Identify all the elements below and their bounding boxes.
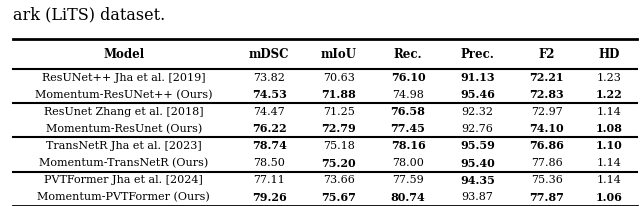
Text: 77.86: 77.86 bbox=[531, 158, 563, 168]
Text: mDSC: mDSC bbox=[249, 48, 289, 61]
Text: 72.79: 72.79 bbox=[321, 123, 356, 134]
Text: Prec.: Prec. bbox=[460, 48, 494, 61]
Text: 91.13: 91.13 bbox=[460, 72, 495, 83]
Text: 80.74: 80.74 bbox=[390, 192, 426, 203]
Text: Momentum-PVTFormer (Ours): Momentum-PVTFormer (Ours) bbox=[37, 192, 210, 202]
Text: F2: F2 bbox=[538, 48, 555, 61]
Text: 1.14: 1.14 bbox=[596, 175, 621, 185]
Text: HD: HD bbox=[598, 48, 620, 61]
Text: Momentum-TransNetR (Ours): Momentum-TransNetR (Ours) bbox=[39, 158, 209, 168]
Text: 1.22: 1.22 bbox=[596, 89, 623, 100]
Text: 75.18: 75.18 bbox=[323, 141, 355, 151]
Text: 76.22: 76.22 bbox=[252, 123, 287, 134]
Text: 78.74: 78.74 bbox=[252, 140, 287, 151]
Text: 70.63: 70.63 bbox=[323, 73, 355, 83]
Text: 73.66: 73.66 bbox=[323, 175, 355, 185]
Text: 73.82: 73.82 bbox=[253, 73, 285, 83]
Text: ResUNet++ Jha et al. [2019]: ResUNet++ Jha et al. [2019] bbox=[42, 73, 205, 83]
Text: ark (LiTS) dataset.: ark (LiTS) dataset. bbox=[13, 6, 165, 23]
Text: 95.59: 95.59 bbox=[460, 140, 495, 151]
Text: TransNetR Jha et al. [2023]: TransNetR Jha et al. [2023] bbox=[46, 141, 202, 151]
Text: PVTFormer Jha et al. [2024]: PVTFormer Jha et al. [2024] bbox=[44, 175, 203, 185]
Text: 75.67: 75.67 bbox=[321, 192, 356, 203]
Text: Momentum-ResUNet++ (Ours): Momentum-ResUNet++ (Ours) bbox=[35, 89, 212, 100]
Text: 94.35: 94.35 bbox=[460, 175, 495, 186]
Text: 95.40: 95.40 bbox=[460, 158, 495, 169]
Text: 79.26: 79.26 bbox=[252, 192, 287, 203]
Text: 72.21: 72.21 bbox=[529, 72, 564, 83]
Text: 1.10: 1.10 bbox=[596, 140, 623, 151]
Text: mIoU: mIoU bbox=[321, 48, 356, 61]
Text: 76.10: 76.10 bbox=[390, 72, 426, 83]
Text: 1.23: 1.23 bbox=[596, 73, 621, 83]
Text: 72.83: 72.83 bbox=[529, 89, 564, 100]
Text: 74.47: 74.47 bbox=[253, 107, 285, 117]
Text: 74.98: 74.98 bbox=[392, 90, 424, 100]
Text: 75.20: 75.20 bbox=[321, 158, 356, 169]
Text: 76.58: 76.58 bbox=[390, 106, 426, 117]
Text: 77.11: 77.11 bbox=[253, 175, 285, 185]
Text: 74.10: 74.10 bbox=[529, 123, 564, 134]
Text: 78.50: 78.50 bbox=[253, 158, 285, 168]
Text: 1.14: 1.14 bbox=[596, 107, 621, 117]
Text: 71.88: 71.88 bbox=[321, 89, 356, 100]
Text: 1.08: 1.08 bbox=[596, 123, 623, 134]
Text: 78.00: 78.00 bbox=[392, 158, 424, 168]
Text: 1.14: 1.14 bbox=[596, 158, 621, 168]
Text: 76.86: 76.86 bbox=[529, 140, 564, 151]
Text: Rec.: Rec. bbox=[394, 48, 422, 61]
Text: 77.45: 77.45 bbox=[390, 123, 426, 134]
Text: 74.53: 74.53 bbox=[252, 89, 287, 100]
Text: 92.32: 92.32 bbox=[461, 107, 493, 117]
Text: 77.87: 77.87 bbox=[529, 192, 564, 203]
Text: 78.16: 78.16 bbox=[390, 140, 426, 151]
Text: ResUnet Zhang et al. [2018]: ResUnet Zhang et al. [2018] bbox=[44, 107, 204, 117]
Text: 75.36: 75.36 bbox=[531, 175, 563, 185]
Text: 71.25: 71.25 bbox=[323, 107, 355, 117]
Text: 77.59: 77.59 bbox=[392, 175, 424, 185]
Text: Momentum-ResUnet (Ours): Momentum-ResUnet (Ours) bbox=[45, 124, 202, 134]
Text: 92.76: 92.76 bbox=[461, 124, 493, 134]
Text: 95.46: 95.46 bbox=[460, 89, 495, 100]
Text: 93.87: 93.87 bbox=[461, 192, 493, 202]
Text: 1.06: 1.06 bbox=[596, 192, 623, 203]
Text: 72.97: 72.97 bbox=[531, 107, 563, 117]
Text: Model: Model bbox=[103, 48, 144, 61]
